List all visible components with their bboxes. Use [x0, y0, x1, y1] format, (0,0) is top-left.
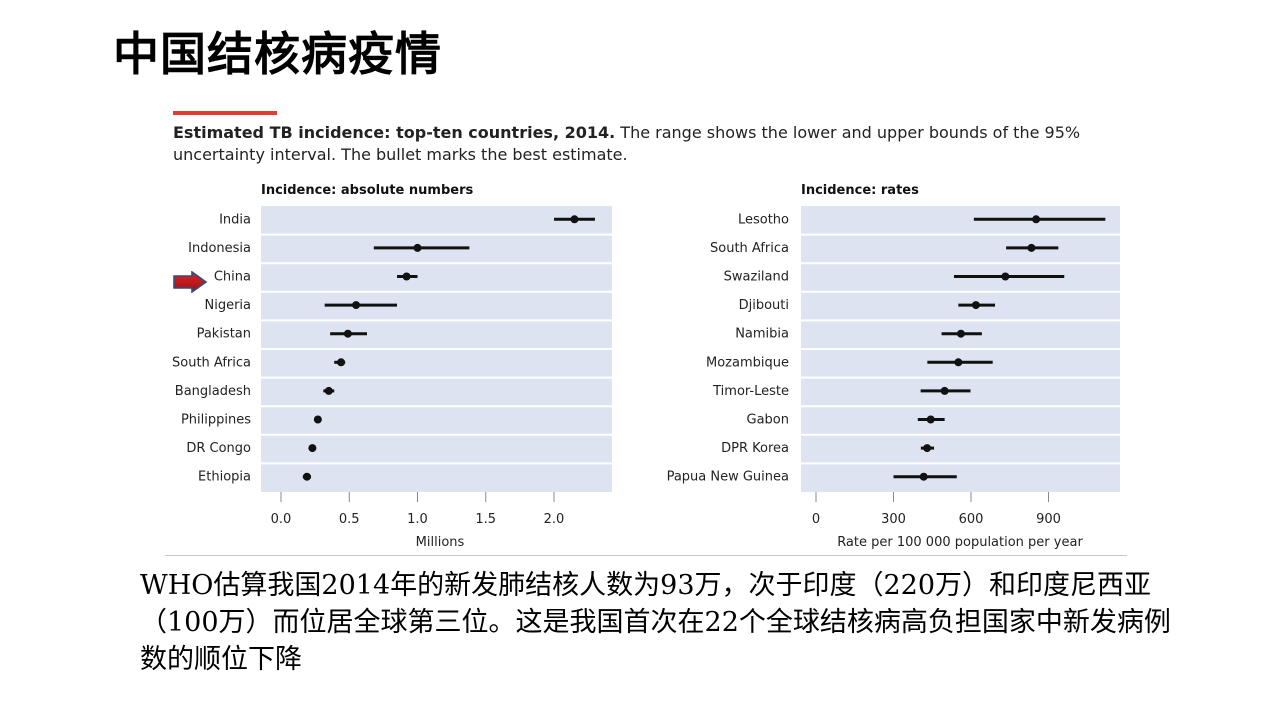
category-label: India [219, 212, 251, 227]
category-label: China [214, 270, 251, 285]
estimate-point [570, 215, 579, 224]
estimate-point [343, 329, 352, 338]
panel-title: Incidence: rates [801, 183, 919, 198]
x-tick-label: 600 [959, 512, 984, 527]
category-label: Swaziland [724, 270, 789, 285]
x-tick-label: 0.5 [339, 512, 360, 527]
category-label: South Africa [172, 355, 251, 370]
right-arrow-icon [173, 271, 208, 293]
caption-rest: The range shows the lower and upper boun… [173, 123, 1081, 164]
panel-title: Incidence: absolute numbers [261, 183, 473, 198]
estimate-point [971, 301, 980, 310]
x-tick-label: 900 [1036, 512, 1061, 527]
estimate-point [919, 472, 928, 481]
estimate-point [313, 415, 322, 424]
x-axis-label: Rate per 100 000 population per year [837, 535, 1083, 550]
estimate-point [308, 444, 317, 453]
tb-incidence-chart: Incidence: absolute numbers India Indonesi… [172, 183, 1120, 550]
estimate-point [324, 386, 333, 395]
estimate-point [302, 472, 311, 481]
divider [165, 555, 1127, 556]
category-label: Mozambique [706, 355, 789, 370]
x-tick-label: 0.0 [271, 512, 292, 527]
category-label: Pakistan [197, 327, 251, 342]
category-label: DR Congo [186, 441, 251, 456]
x-axis-label: Millions [416, 535, 465, 550]
x-tick-label: 1.5 [475, 512, 496, 527]
estimate-point [926, 415, 935, 424]
x-tick-label: 300 [881, 512, 906, 527]
category-label: Djibouti [739, 298, 789, 313]
category-label: South Africa [710, 241, 789, 256]
accent-rule [173, 111, 277, 115]
estimate-point [402, 272, 411, 281]
figure-caption: Estimated TB incidence: top-ten countrie… [173, 122, 1093, 166]
x-tick-label: 2.0 [544, 512, 565, 527]
estimate-point [1032, 215, 1041, 224]
estimate-point [956, 329, 965, 338]
estimate-point [940, 386, 949, 395]
slide-title: 中国结核病疫情 [113, 27, 442, 81]
chart-panel-1: Incidence: absolute numbers India Indonesi… [172, 183, 612, 550]
estimate-point [1027, 243, 1036, 252]
x-tick-label: 0 [812, 512, 820, 527]
category-label: Gabon [747, 413, 790, 428]
estimate-point [352, 301, 361, 310]
estimate-point [1001, 272, 1010, 281]
category-label: Lesotho [738, 212, 789, 227]
estimate-point [954, 358, 963, 367]
body-text: WHO估算我国2014年的新发肺结核人数为93万，次于印度（220万）和印度尼西… [140, 570, 1171, 675]
category-label: Namibia [735, 327, 789, 342]
x-tick-label: 1.0 [407, 512, 428, 527]
estimate-point [337, 358, 346, 367]
caption-bold: Estimated TB incidence: top-ten countrie… [173, 123, 616, 142]
estimate-point [923, 444, 932, 453]
chart-panel-2: Incidence: rates Lesotho South Africa Swazi… [667, 183, 1120, 550]
category-label: Indonesia [188, 241, 251, 256]
category-label: Papua New Guinea [667, 470, 789, 485]
category-label: Nigeria [204, 298, 251, 313]
estimate-point [413, 243, 422, 252]
category-label: Philippines [181, 413, 251, 428]
category-label: Bangladesh [175, 384, 251, 399]
category-label: Timor-Leste [712, 384, 789, 399]
category-label: Ethiopia [198, 470, 251, 485]
category-label: DPR Korea [721, 441, 789, 456]
